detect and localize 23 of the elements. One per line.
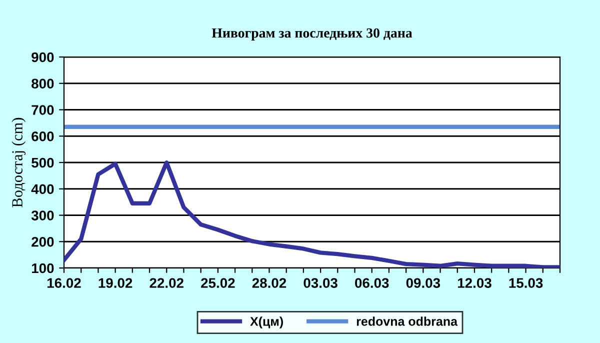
- x-tick-label: 19.02: [98, 278, 132, 288]
- y-tick-label: 400: [31, 184, 54, 194]
- y-tick-label: 900: [32, 52, 54, 62]
- y-tick-label: 200: [32, 236, 54, 247]
- y-tick-label: 700: [32, 105, 54, 115]
- x-tick-label: 25.02: [201, 278, 235, 288]
- x-tick-label: 06.03: [355, 278, 389, 288]
- y-tick-label: 800: [32, 78, 54, 89]
- y-tick-label: 600: [32, 131, 54, 142]
- x-tick-label: 22.02: [150, 278, 184, 288]
- y-tick-label: 100: [32, 263, 54, 274]
- x-tick-label: 16.02: [48, 278, 81, 288]
- x-tick-label: 12.03: [458, 278, 492, 288]
- x-tick-label: 15.03: [509, 278, 543, 288]
- legend-label: X(цм): [250, 316, 283, 328]
- x-tick-label: 03.03: [304, 278, 338, 288]
- x-tick-label: 28.02: [252, 278, 286, 288]
- legend-label: redovna odbrana: [356, 316, 458, 326]
- y-axis-title: Водостај (cm): [12, 118, 26, 208]
- y-tick-label: 500: [32, 158, 54, 168]
- chart-title: Нивограм за последњих 30 дана: [212, 28, 412, 41]
- y-tick-label: 300: [31, 210, 54, 220]
- x-tick-label: 09.03: [406, 278, 440, 288]
